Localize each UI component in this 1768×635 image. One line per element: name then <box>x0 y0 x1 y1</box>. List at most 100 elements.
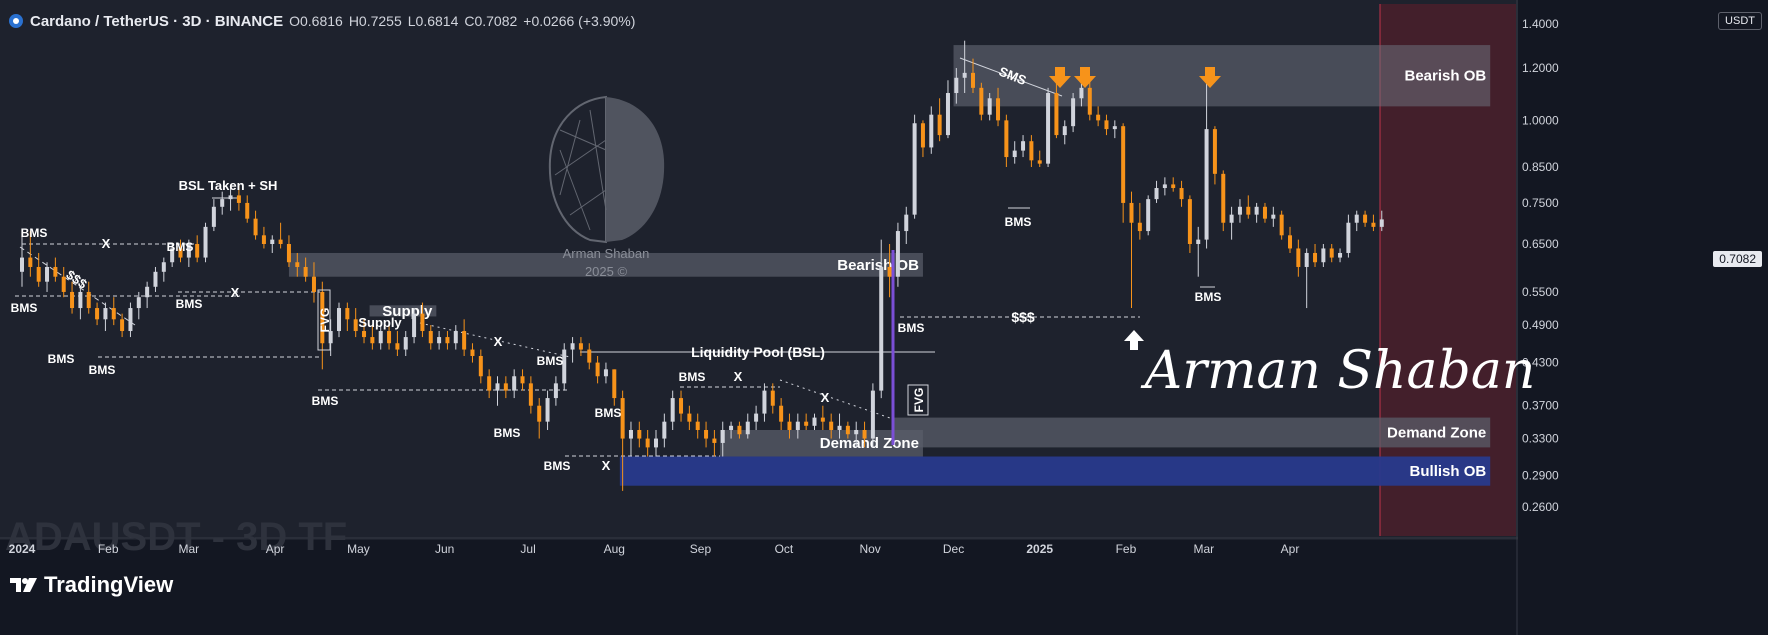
candle-body <box>462 331 467 350</box>
candle-body <box>854 429 859 435</box>
time-tick-label: Feb <box>1116 542 1137 556</box>
candle-body <box>203 226 208 258</box>
candle-body <box>387 331 392 344</box>
candle-body <box>270 239 275 245</box>
candle-body <box>578 343 583 350</box>
candle-body <box>1187 199 1192 245</box>
close-value: C0.7082 <box>464 13 518 29</box>
annotation-text: BMS <box>11 301 38 315</box>
down-arrow-icon <box>1074 67 1096 88</box>
candle-body <box>120 319 125 332</box>
annotation-text: X <box>821 390 830 405</box>
annotation-text: BMS <box>176 297 203 311</box>
candle-body <box>403 337 408 350</box>
candle-body <box>945 93 950 136</box>
candle-body <box>470 349 475 356</box>
candle-body <box>745 421 750 435</box>
candle-body <box>862 429 867 439</box>
candle-body <box>737 425 742 435</box>
candle-body <box>962 72 967 78</box>
signature-text: Arman Shaban <box>1141 341 1536 401</box>
tradingview-logo[interactable]: TradingView <box>10 572 173 598</box>
candle-body <box>503 383 508 391</box>
candle-body <box>1154 188 1159 200</box>
candle-body <box>654 438 658 448</box>
price-tick-label: 0.4300 <box>1522 356 1559 370</box>
candle-body <box>595 362 600 377</box>
candle-body <box>712 438 717 443</box>
change-value: +0.0266 (+3.90%) <box>523 13 636 29</box>
price-tick-label: 0.3300 <box>1522 432 1559 446</box>
candle-body <box>495 383 500 391</box>
candle-body <box>320 291 325 344</box>
candle-body <box>804 421 809 426</box>
candle-body <box>170 248 175 263</box>
candle-body <box>720 429 725 443</box>
candle-body <box>303 266 308 277</box>
candle-body <box>1146 199 1151 232</box>
candle-body <box>628 429 633 439</box>
price-tick-label: 0.2900 <box>1522 469 1559 483</box>
candle-body <box>1129 202 1134 223</box>
annotation-text: BMS <box>89 363 116 377</box>
annotation-text: BMS <box>494 426 521 440</box>
watermark-name: Arman Shaban <box>563 246 650 261</box>
watermark-year: 2025 © <box>585 264 628 279</box>
candle-body <box>1329 248 1334 258</box>
candle-body <box>754 413 759 422</box>
candle-body <box>337 308 341 332</box>
symbol-title[interactable]: Cardano / TetherUS · 3D · BINANCE <box>30 12 284 30</box>
candle-body <box>1096 114 1101 121</box>
candle-body <box>520 376 525 384</box>
candle-body <box>687 413 692 422</box>
candle-body <box>1212 129 1217 174</box>
fvg-box <box>317 289 331 351</box>
candle-body <box>1262 206 1267 219</box>
candle-body <box>1313 252 1318 263</box>
candle-body <box>1104 120 1109 130</box>
candle-body <box>362 331 367 338</box>
candle-body <box>70 291 75 309</box>
candle-body <box>1246 206 1251 215</box>
candle-body <box>95 308 100 320</box>
annotation-text: BMS <box>679 370 706 384</box>
annotation-text: BMS <box>1195 290 1222 304</box>
candle-body <box>328 331 333 344</box>
background-ticker-text: ADAUSDT - 3D TF <box>5 515 347 559</box>
currency-badge[interactable]: USDT <box>1718 12 1762 30</box>
annotation-text: BMS <box>1005 215 1032 229</box>
candle-body <box>245 202 250 219</box>
candle-body <box>1071 98 1076 127</box>
time-tick-label: Apr <box>1281 542 1300 556</box>
fvg-box <box>907 384 929 416</box>
candle-body <box>679 398 684 414</box>
annotation-text: X <box>102 236 111 251</box>
candle-body <box>1338 252 1343 258</box>
candle-body <box>1346 222 1351 253</box>
up-arrow-icon <box>1124 330 1144 350</box>
candle-body <box>645 438 650 448</box>
candle-body <box>1162 184 1167 189</box>
annotation-text: BSL Taken + SH <box>179 178 278 193</box>
annotation-text: X <box>231 285 240 300</box>
annotation-text: X <box>602 458 611 473</box>
price-tick-label: 0.8500 <box>1522 160 1559 174</box>
price-tick-label: 0.5500 <box>1522 285 1559 299</box>
zone-label: Demand Zone <box>820 435 919 452</box>
candle-body <box>186 244 191 258</box>
price-axis-background <box>1518 0 1768 540</box>
candle-body <box>278 239 283 245</box>
down-arrow-icon <box>1199 67 1221 88</box>
candle-body <box>1121 126 1126 203</box>
candle-body <box>971 72 975 88</box>
candle-body <box>603 369 608 377</box>
price-tick-label: 1.0000 <box>1522 113 1559 127</box>
candle-body <box>20 257 24 272</box>
candle-body <box>86 291 91 309</box>
chart-header: Cardano / TetherUS · 3D · BINANCE O0.681… <box>8 9 635 33</box>
time-tick-label: Mar <box>1193 542 1214 556</box>
candle-body <box>111 308 116 320</box>
candle-body <box>378 331 383 344</box>
candle-body <box>353 319 358 332</box>
